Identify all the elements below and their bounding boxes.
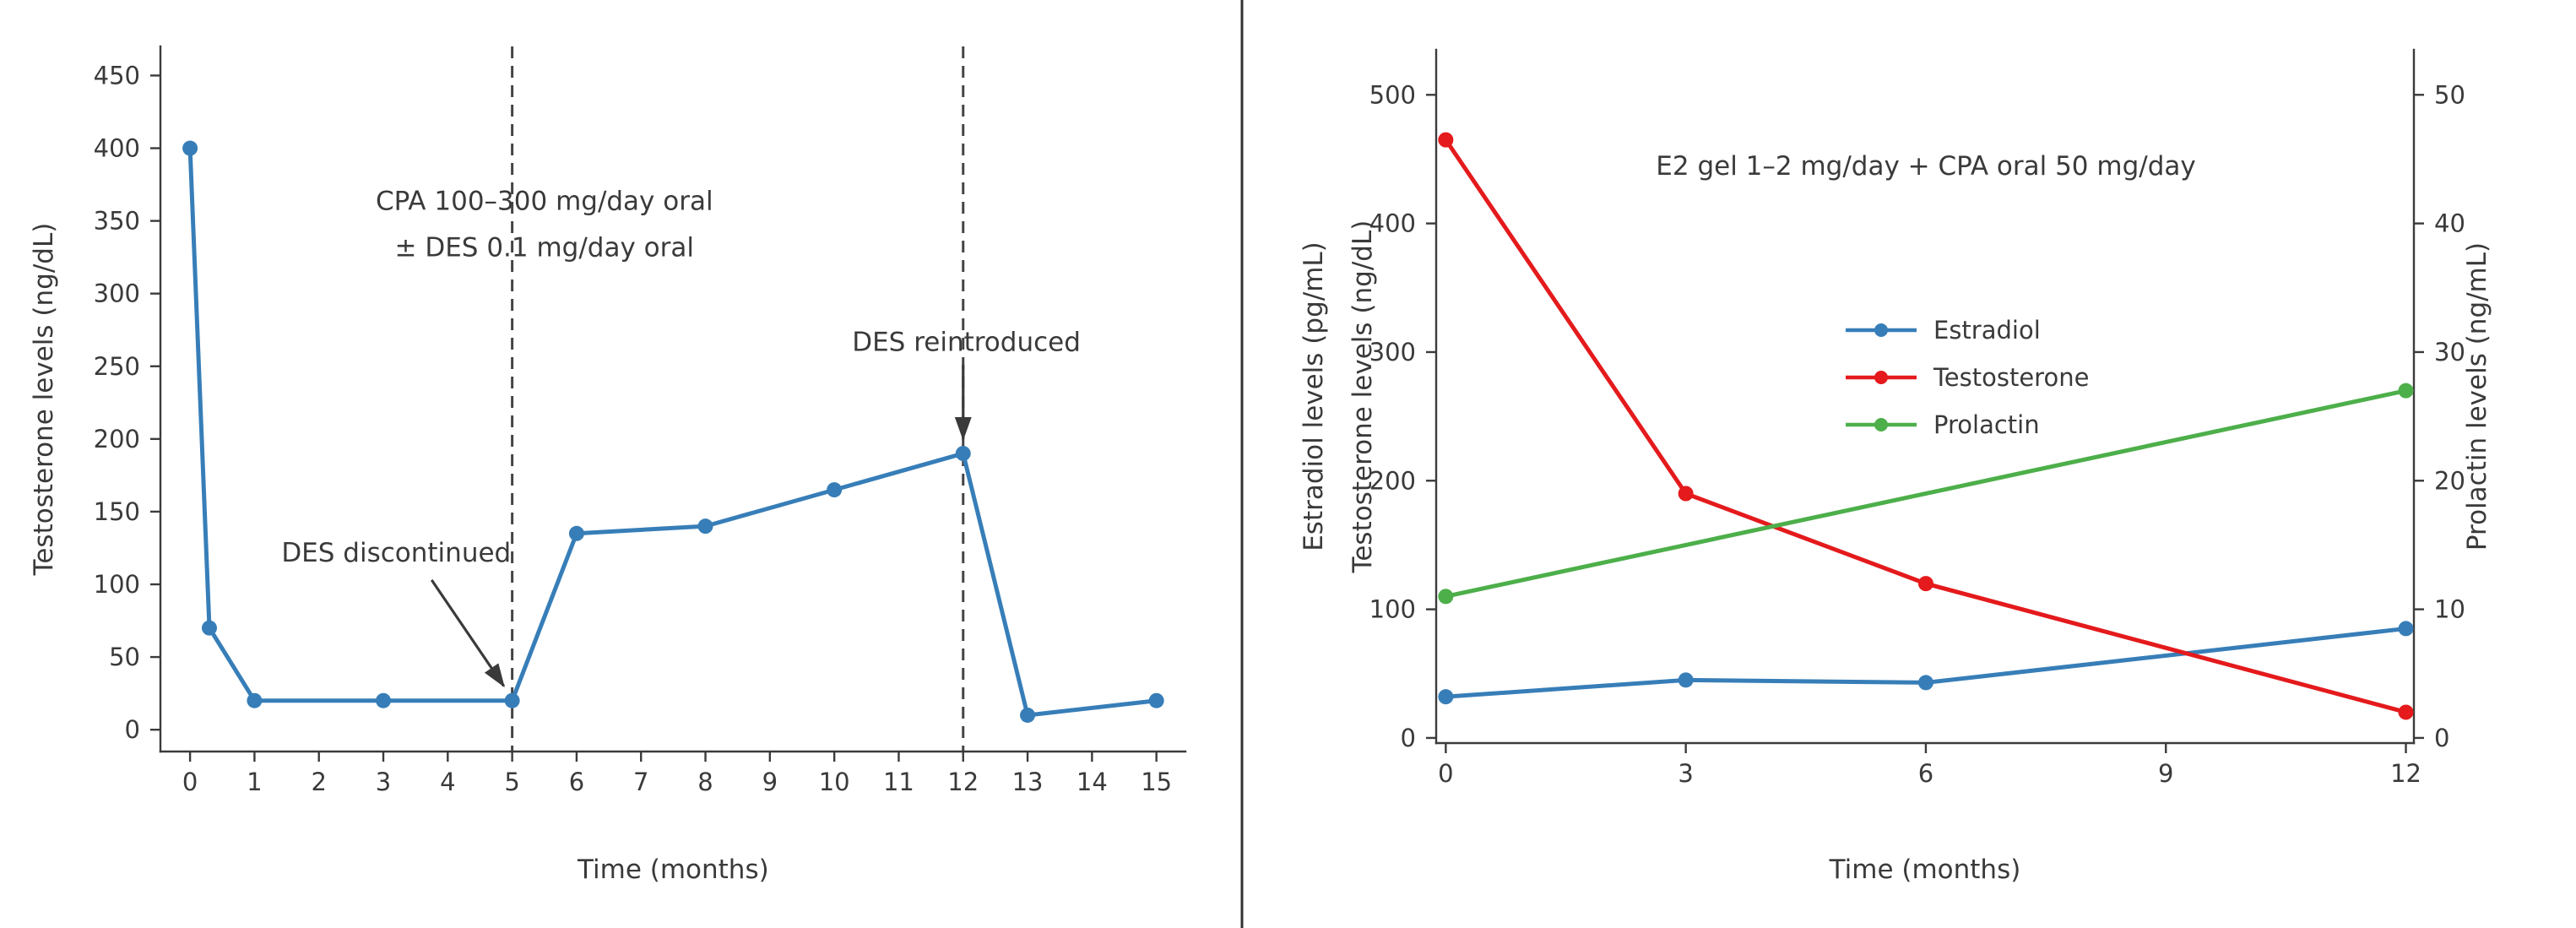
- x-tick-label: 12: [2390, 759, 2421, 788]
- y-tick-label: 350: [94, 207, 140, 236]
- x-tick-label: 15: [1141, 768, 1172, 796]
- x-tick-label: 8: [697, 768, 713, 796]
- estradiol-point: [1917, 675, 1933, 691]
- x-tick-label: 0: [1438, 759, 1453, 788]
- legend-label: Testosterone: [1933, 363, 2089, 392]
- prolactin-line: [1443, 388, 2409, 599]
- testosterone-point: [955, 446, 971, 462]
- y-tick-label: 100: [1369, 595, 1416, 624]
- estradiol-point: [1678, 672, 1694, 688]
- testosterone-point: [376, 692, 392, 708]
- testosterone-point: [182, 140, 198, 156]
- y-tick-label: 250: [94, 352, 140, 381]
- x-tick-label: 3: [376, 768, 391, 796]
- y-axis-label-left: Testosterone levels (ng/dL): [1348, 220, 1378, 574]
- testosterone-point: [697, 518, 713, 535]
- y-tick-label: 400: [94, 134, 140, 163]
- x-tick-label: 9: [2158, 759, 2173, 788]
- y-tick-label: 10: [2434, 595, 2465, 624]
- annotation-text: DES discontinued: [281, 538, 511, 568]
- right-chart: 0 3 6 9 12 0 100 200 300 400 500 0 10 20 30 40 50 Time (m…: [1299, 48, 2492, 885]
- x-tick-label: 11: [883, 768, 914, 796]
- testosterone-point: [201, 620, 217, 636]
- y-tick-label: 50: [2434, 80, 2465, 109]
- y-axis-label: Testosterone levels (ng/dL): [29, 223, 59, 577]
- estradiol-line: [1443, 626, 2409, 699]
- testosterone-point: [568, 525, 584, 541]
- y-tick-label: 150: [94, 497, 140, 526]
- x-tick-label: 13: [1012, 768, 1044, 796]
- estradiol-point: [2398, 621, 2414, 637]
- testosterone-point: [1020, 707, 1036, 723]
- prolactin-point: [1438, 589, 1454, 605]
- y-tick-label: 300: [94, 279, 140, 308]
- legend-swatch-marker: [1874, 323, 1888, 337]
- x-tick-label: 6: [569, 768, 584, 796]
- x-axis-label: Time (months): [1829, 855, 2021, 885]
- y-tick-label: 20: [2434, 466, 2465, 495]
- x-tick-label: 14: [1076, 768, 1108, 796]
- testosterone-point: [247, 692, 263, 708]
- annotation-text: DES reintroduced: [852, 327, 1081, 357]
- y-tick-label: 450: [94, 61, 140, 90]
- annotation-text: CPA 100–300 mg/day oral: [376, 186, 713, 216]
- x-tick-label: 10: [819, 768, 850, 796]
- x-axis-label: Time (months): [577, 855, 769, 885]
- prolactin-point: [2398, 383, 2414, 399]
- testosterone-point: [1678, 486, 1694, 502]
- y-tick-label: 50: [109, 643, 140, 671]
- legend-label: Prolactin: [1933, 410, 2040, 439]
- x-tick-label: 3: [1678, 759, 1693, 788]
- y-tick-label: 0: [125, 715, 140, 744]
- y-tick-label: 100: [94, 570, 140, 599]
- testosterone-point: [504, 692, 520, 708]
- x-tick-label: 0: [182, 768, 198, 796]
- estradiol-point: [1438, 689, 1454, 705]
- x-tick-label: 9: [762, 768, 778, 796]
- annotation-arrow: [430, 578, 506, 688]
- x-tick-label: 7: [633, 768, 648, 796]
- y-tick-label: 200: [1369, 466, 1416, 495]
- x-tick-label: 1: [247, 768, 262, 796]
- x-tick-label: 5: [504, 768, 519, 796]
- chart-title: E2 gel 1–2 mg/day + CPA oral 50 mg/day: [1656, 151, 2195, 182]
- testosterone-point: [827, 482, 843, 498]
- y-tick-label: 500: [1369, 80, 1416, 109]
- testosterone-point: [1438, 132, 1454, 148]
- x-tick-label: 6: [1918, 759, 1933, 788]
- y-tick-label: 40: [2434, 209, 2465, 238]
- testosterone-point: [1148, 692, 1164, 708]
- y-tick-label: 300: [1369, 338, 1416, 366]
- testosterone-point: [1917, 576, 1933, 592]
- legend-swatch-marker: [1874, 371, 1888, 384]
- y-tick-label: 0: [2434, 724, 2449, 752]
- x-tick-label: 12: [947, 768, 979, 796]
- y-axis-label-left: Estradiol levels (pg/mL): [1299, 241, 1329, 551]
- x-tick-label: 4: [440, 768, 455, 796]
- testosterone-line: [1443, 138, 2409, 714]
- y-tick-label: 30: [2434, 338, 2465, 366]
- testosterone-point: [2398, 704, 2414, 720]
- legend-swatch-marker: [1874, 418, 1888, 431]
- y-tick-label: 0: [1401, 724, 1416, 752]
- annotation-text: ± DES 0.1 mg/day oral: [395, 232, 695, 263]
- y-tick-label: 200: [94, 425, 140, 453]
- left-chart: 0 1 2 3 4 5 6 7 8 9 10 11 12 13 14 15050100150200250300…: [29, 45, 1187, 885]
- x-tick-label: 2: [311, 768, 326, 796]
- y-tick-label: 400: [1369, 209, 1416, 238]
- legend-label: Estradiol: [1933, 316, 2041, 345]
- y-axis-label-right: Prolactin levels (ng/mL): [2462, 242, 2492, 551]
